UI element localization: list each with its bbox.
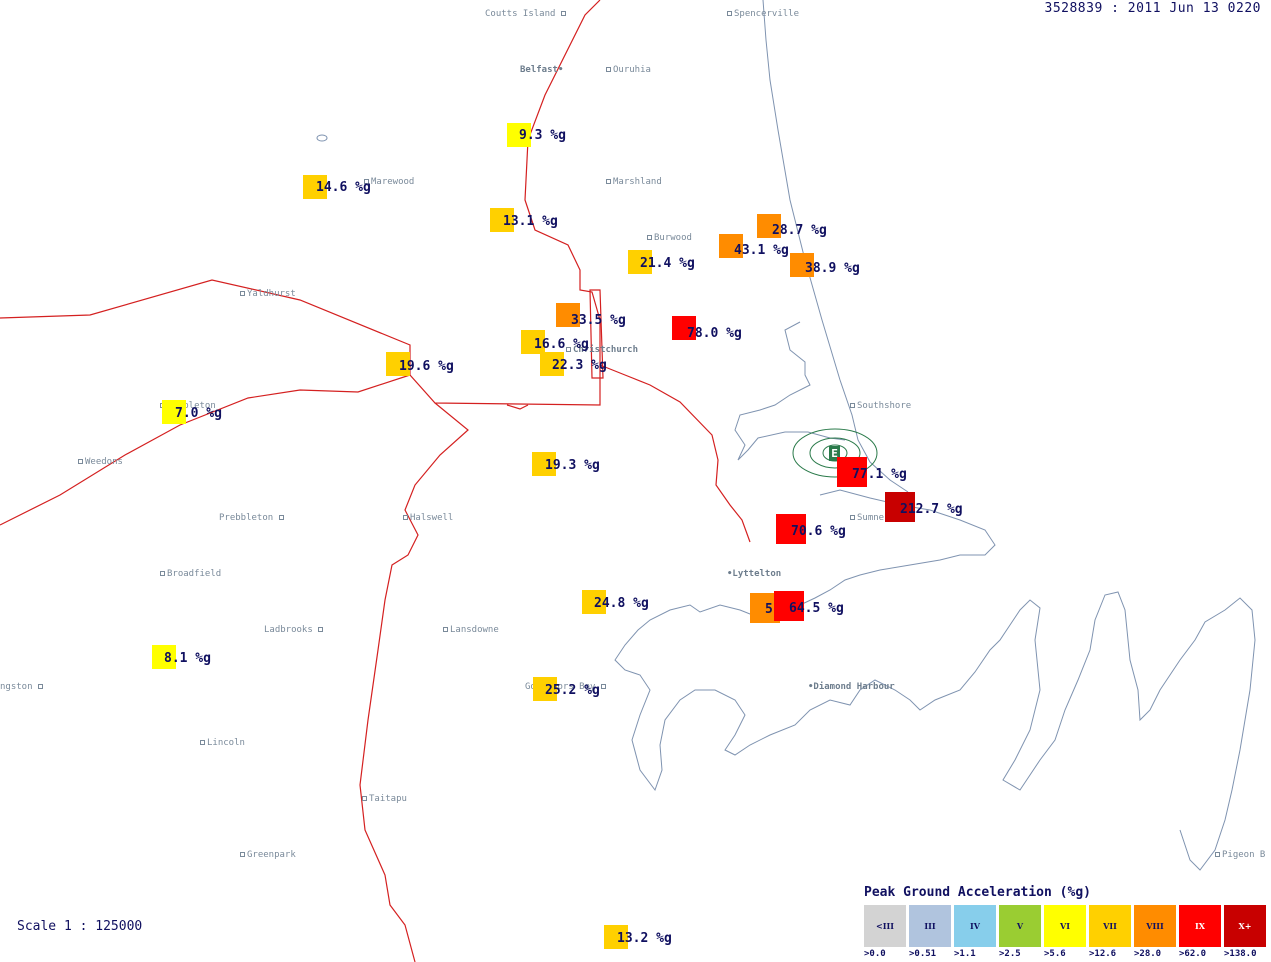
station-value: 13.1 %g — [503, 214, 558, 229]
station-value: 24.8 %g — [594, 596, 649, 611]
place-label: Halswell — [403, 513, 453, 523]
station-value: 19.6 %g — [399, 359, 454, 374]
station-value: 25.2 %g — [545, 683, 600, 698]
station-marker[interactable] — [837, 457, 867, 487]
station-marker[interactable] — [582, 590, 606, 614]
legend-title: Peak Ground Acceleration (%g) — [864, 885, 1091, 900]
place-label: Greenpark — [240, 850, 296, 860]
station-marker[interactable] — [757, 214, 781, 238]
station-value: 8.1 %g — [164, 651, 211, 666]
station-value: 77.1 %g — [852, 467, 907, 482]
legend-threshold: >138.0 — [1224, 949, 1257, 959]
station-value: 33.5 %g — [571, 313, 626, 328]
place-label: Lansdowne — [443, 625, 499, 635]
station-marker[interactable] — [507, 123, 531, 147]
legend-threshold: >12.6 — [1089, 949, 1117, 959]
station-value: 5 — [765, 602, 773, 617]
place-label: Burwood — [647, 233, 692, 243]
place-label: Taitapu — [362, 794, 407, 804]
place-label: Coutts Island — [485, 9, 568, 19]
place-label: Weedons — [78, 457, 123, 467]
station-marker[interactable] — [556, 303, 580, 327]
station-value: 16.6 %g — [534, 337, 589, 352]
legend-threshold: >62.0 — [1179, 949, 1207, 959]
station-marker[interactable] — [774, 591, 804, 621]
legend-swatch: X+ — [1224, 905, 1266, 947]
route-lines — [0, 0, 751, 962]
station-value: 21.4 %g — [640, 256, 695, 271]
station-marker[interactable] — [604, 925, 628, 949]
coastline — [316, 0, 1256, 871]
legend-threshold: >1.1 — [954, 949, 976, 959]
place-label: Spencerville — [727, 9, 799, 19]
legend-threshold: >0.0 — [864, 949, 886, 959]
legend-swatch: V — [999, 905, 1041, 947]
station-value: 19.3 %g — [545, 458, 600, 473]
place-label: •Diamond Harbour — [808, 682, 895, 692]
legend-swatch: IV — [954, 905, 996, 947]
legend-swatch: <III — [864, 905, 906, 947]
station-marker[interactable] — [776, 514, 806, 544]
station-value: 7.0 %g — [175, 406, 222, 421]
station-marker[interactable] — [672, 316, 696, 340]
station-marker[interactable] — [790, 253, 814, 277]
station-marker[interactable] — [521, 330, 545, 354]
place-label: Ladbrooks — [264, 625, 325, 635]
place-label: Yaldhurst — [240, 289, 296, 299]
station-marker[interactable] — [490, 208, 514, 232]
station-marker[interactable] — [533, 677, 557, 701]
station-value: 78.0 %g — [687, 326, 742, 341]
place-label: Sumner — [850, 513, 890, 523]
station-value: 22.3 %g — [552, 358, 607, 373]
legend-swatch: VII — [1089, 905, 1131, 947]
legend-swatch: VIII — [1134, 905, 1176, 947]
place-label: Christchurch — [566, 345, 638, 355]
station-marker[interactable] — [152, 645, 176, 669]
place-label: •Lyttelton — [727, 569, 782, 579]
station-marker[interactable] — [540, 352, 564, 376]
legend-swatch: III — [909, 905, 951, 947]
station-value: 13.2 %g — [617, 931, 672, 946]
station-marker[interactable] — [885, 492, 915, 522]
place-label: Pigeon B — [1215, 850, 1265, 860]
legend-threshold: >0.51 — [909, 949, 937, 959]
place-label: ngston — [0, 682, 45, 692]
station-value: 28.7 %g — [772, 223, 827, 238]
epicenter-rings — [792, 428, 878, 478]
epicenter-marker[interactable]: E — [829, 446, 840, 461]
legend-swatch: VI — [1044, 905, 1086, 947]
place-label: Broadfield — [160, 569, 221, 579]
station-value: 43.1 %g — [734, 243, 789, 258]
station-marker[interactable] — [162, 400, 186, 424]
station-value: 14.6 %g — [316, 180, 371, 195]
place-label: Marewood — [364, 177, 414, 187]
station-value: 64.5 %g — [789, 601, 844, 616]
station-value: 212.7 %g — [900, 502, 963, 517]
legend-swatch: IX — [1179, 905, 1221, 947]
map-scale: Scale 1 : 125000 — [17, 919, 143, 934]
legend-threshold: >5.6 — [1044, 949, 1066, 959]
place-label: Ouruhia — [606, 65, 651, 75]
station-value: 9.3 %g — [519, 128, 566, 143]
station-value: 70.6 %g — [791, 524, 846, 539]
station-marker[interactable] — [303, 175, 327, 199]
station-marker[interactable] — [386, 352, 410, 376]
place-label: Belfast• — [520, 65, 564, 75]
station-marker[interactable] — [628, 250, 652, 274]
station-marker[interactable] — [532, 452, 556, 476]
place-label: Marshland — [606, 177, 662, 187]
legend-threshold: >28.0 — [1134, 949, 1162, 959]
place-label: Lincoln — [200, 738, 245, 748]
station-value: 38.9 %g — [805, 261, 860, 276]
place-label: Prebbleton — [219, 513, 286, 523]
place-label: Governors Bay — [525, 682, 608, 692]
event-header: 3528839 : 2011 Jun 13 0220 — [1044, 1, 1261, 16]
station-marker[interactable] — [719, 234, 743, 258]
place-label: Southshore — [850, 401, 911, 411]
legend-threshold: >2.5 — [999, 949, 1021, 959]
